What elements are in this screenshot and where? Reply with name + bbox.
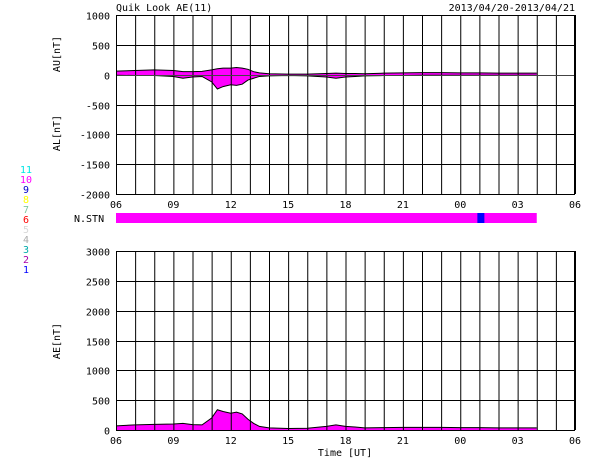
legend-station-11: 11 — [20, 165, 32, 176]
x-tick-label: 03 — [512, 436, 524, 447]
x-tick-label: 06 — [569, 436, 581, 447]
legend-station-2: 2 — [23, 255, 29, 266]
legend-station-10: 10 — [20, 175, 32, 186]
au-axis-label: AU[nT] — [52, 36, 63, 72]
x-tick-label: 06 — [110, 200, 122, 211]
y-tick-label: 1000 — [86, 12, 110, 23]
x-tick-label: 21 — [397, 200, 409, 211]
x-tick-label: 18 — [339, 436, 351, 447]
legend-station-9: 9 — [23, 185, 29, 196]
x-tick-label: 09 — [167, 200, 179, 211]
x-axis-label: Time [UT] — [318, 448, 372, 459]
y-tick-label: -1000 — [80, 131, 110, 142]
y-tick-label: 2000 — [86, 308, 110, 319]
y-tick-label: 500 — [92, 42, 110, 53]
y-tick-label: 1000 — [86, 367, 110, 378]
au-al-panel: 1000 500 0 -500 -1000 -1500 -2000 06 09 12 15 18 21… — [52, 12, 581, 212]
date-range: 2013/04/20-2013/04/21 — [449, 3, 575, 14]
legend-station-5: 5 — [23, 225, 29, 236]
al-axis-label: AL[nT] — [52, 115, 63, 151]
stn-label: N.STN — [74, 214, 104, 225]
legend-station-8: 8 — [23, 195, 29, 206]
y-tick-label: 0 — [104, 427, 110, 438]
stn-bar — [116, 213, 537, 223]
y-tick-label: 0 — [104, 72, 110, 83]
y-tick-label: -2000 — [80, 191, 110, 202]
ae-area — [116, 409, 537, 430]
stn-bar-gap — [477, 213, 485, 223]
plot-frame — [116, 251, 575, 431]
ae-axis-label: AE[nT] — [52, 323, 63, 359]
legend-station-1: 1 — [23, 265, 29, 276]
x-tick-label: 12 — [225, 200, 237, 211]
y-tick-label: 1500 — [86, 338, 110, 349]
y-tick-label: 2500 — [86, 278, 110, 289]
legend-station-4: 4 — [23, 235, 29, 246]
x-tick-label: 03 — [512, 200, 524, 211]
x-tick-label: 00 — [454, 436, 466, 447]
chart-title: Quik Look AE(11) — [116, 3, 212, 14]
legend-station-7: 7 — [23, 205, 29, 216]
station-count-panel: N.STN — [74, 213, 537, 225]
x-tick-label: 15 — [282, 200, 294, 211]
x-tick-label: 21 — [397, 436, 409, 447]
y-tick-label: -500 — [86, 102, 110, 113]
x-tick-label: 18 — [339, 200, 351, 211]
x-tick-label: 15 — [282, 436, 294, 447]
legend-station-6: 6 — [23, 215, 29, 226]
x-tick-label: 12 — [225, 436, 237, 447]
y-tick-label: 3000 — [86, 248, 110, 259]
y-tick-label: -1500 — [80, 161, 110, 172]
x-tick-label: 06 — [569, 200, 581, 211]
legend-station-3: 3 — [23, 245, 29, 256]
x-tick-label: 00 — [454, 200, 466, 211]
x-tick-label: 06 — [110, 436, 122, 447]
plot-frame — [116, 15, 575, 195]
y-tick-label: 500 — [92, 397, 110, 408]
ae-panel: 3000 2500 2000 1500 1000 500 0 06 09 12 15 18 21 00 0… — [52, 248, 581, 448]
x-tick-label: 09 — [167, 436, 179, 447]
